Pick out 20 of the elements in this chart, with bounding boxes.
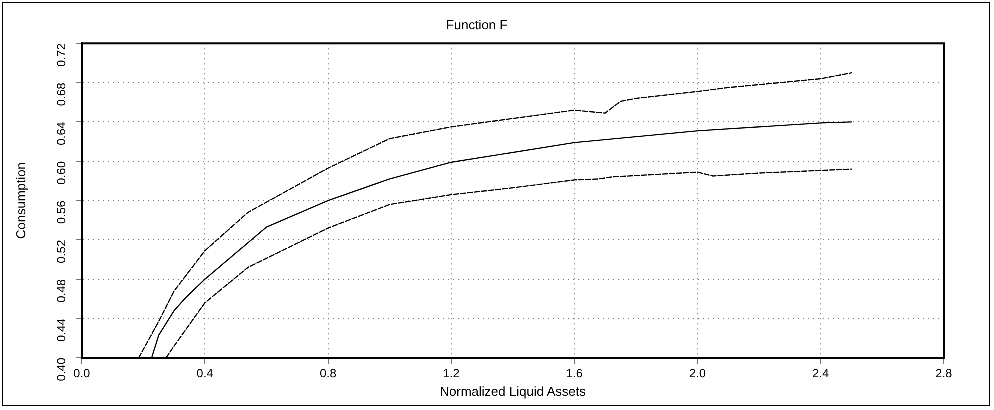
y-tick-label: 0.60 — [54, 161, 68, 185]
x-tick-label: 2.8 — [936, 366, 953, 381]
y-tick-label: 0.52 — [54, 240, 68, 264]
y-tick-label: 0.44 — [54, 318, 68, 342]
chart-title: Function F — [446, 17, 508, 32]
x-tick-label: 0.0 — [74, 366, 91, 381]
y-tick-label: 0.40 — [54, 358, 68, 382]
y-axis-title: Consumption — [13, 162, 28, 240]
x-tick-label: 0.8 — [320, 366, 337, 381]
y-tick-label: 0.56 — [54, 200, 68, 224]
y-tick-label: 0.64 — [54, 122, 68, 146]
x-tick-label: 2.4 — [812, 366, 830, 381]
x-tick-label: 1.6 — [566, 366, 584, 381]
x-axis-title: Normalized Liquid Assets — [440, 384, 586, 399]
x-tick-label: 2.0 — [689, 366, 706, 381]
x-tick-label: 0.4 — [196, 366, 214, 381]
y-tick-label: 0.48 — [54, 279, 68, 303]
x-tick-label: 1.2 — [443, 366, 460, 381]
y-tick-label: 0.68 — [54, 82, 68, 106]
y-tick-label: 0.72 — [54, 43, 68, 67]
